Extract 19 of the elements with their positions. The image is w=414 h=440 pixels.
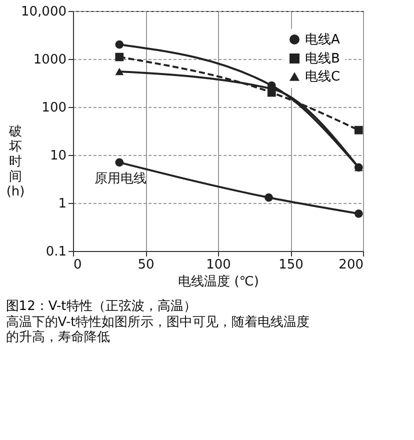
y-tick-label: 10,000 bbox=[21, 4, 66, 20]
x-tick-label: 50 bbox=[138, 258, 154, 272]
x-tick-label: 100 bbox=[206, 258, 231, 272]
y-tick-label: 0.1 bbox=[46, 244, 66, 260]
x-axis-title: 电线温度 (℃) bbox=[178, 274, 259, 290]
text: 高温下的V-t特性如图所示，图中可见，随着电线温度的升高，寿命降低 bbox=[6, 314, 310, 345]
y-tick-label: 1 bbox=[58, 196, 66, 212]
x-tick-label: 200 bbox=[338, 258, 364, 272]
y-tick-label: 100 bbox=[42, 100, 66, 116]
legend-label: 电线C bbox=[305, 70, 340, 84]
annotation: 原用电线 bbox=[94, 171, 146, 186]
legend-label: 电线A bbox=[305, 32, 340, 48]
y-tick-label: 1000 bbox=[33, 52, 66, 68]
x-tick-label: 0 bbox=[74, 258, 82, 272]
text: 图12：V-t特性（正弦波，高温） bbox=[6, 298, 196, 314]
y-axis-title: 破坏时间(h) bbox=[6, 124, 25, 200]
y-tick-label: 10 bbox=[50, 148, 66, 164]
x-tick-label: 150 bbox=[278, 258, 304, 272]
legend-label: 电线B bbox=[305, 52, 340, 66]
